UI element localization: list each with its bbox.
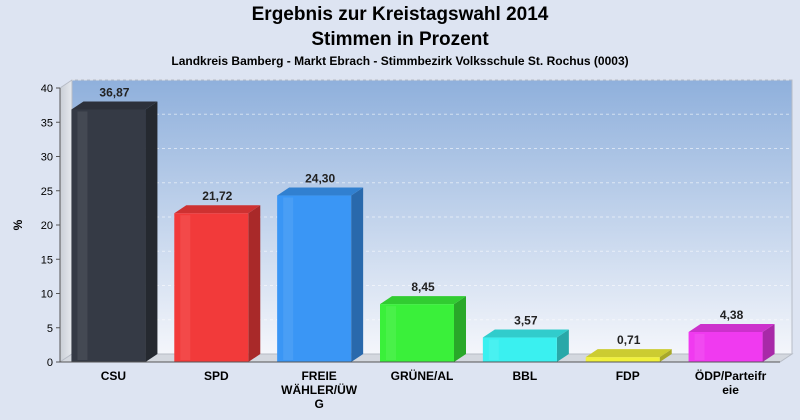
chart-title: Ergebnis zur Kreistagswahl 2014 <box>251 4 549 25</box>
x-tick-label: FREIE WÄHLER/ÜW G <box>281 369 358 411</box>
bar-freie-wähler-üwg <box>277 187 364 362</box>
bar-spd <box>174 205 261 362</box>
bar-highlight <box>694 333 705 360</box>
bar-top <box>277 187 364 196</box>
data-label: 36,87 <box>99 85 129 99</box>
bar-highlight <box>591 359 602 360</box>
y-tick-label: 5 <box>47 323 53 335</box>
bar-top <box>174 205 261 214</box>
y-tick-label: 25 <box>41 186 53 198</box>
bar-top <box>71 101 158 110</box>
x-tick-label-line: eie <box>722 383 739 397</box>
bar-top <box>482 329 569 338</box>
plot-side-wall <box>59 79 73 363</box>
bar-highlight <box>386 306 396 360</box>
data-label: 8,45 <box>411 280 435 294</box>
bar-csu <box>71 101 158 363</box>
x-tick-label-line: FREIE <box>301 369 336 383</box>
y-axis-label: % <box>11 219 25 230</box>
bar-highlight <box>488 339 499 360</box>
x-tick-label-line: WÄHLER/ÜW <box>281 382 358 397</box>
bar-side <box>556 329 569 362</box>
bars: 36,87 21,72 24,30 8,45 3,57 0,71 4,38 <box>71 85 775 363</box>
bar-front <box>585 357 660 362</box>
bar-grüne-al <box>380 296 466 362</box>
bar-front <box>482 337 557 362</box>
x-axis: CSU SPD FREIE WÄHLER/ÜW G GRÜNE/AL BBL FDP ÖDP/P… <box>60 361 780 411</box>
y-tick-label: 15 <box>41 254 53 266</box>
data-label: 4,38 <box>720 308 744 322</box>
bar-front <box>174 213 249 362</box>
x-tick-label-line: GRÜNE/AL <box>391 368 454 383</box>
bar-front <box>380 304 454 362</box>
chart-title-line2: Stimmen in Prozent <box>311 29 489 50</box>
chart-subtitle: Landkreis Bamberg - Markt Ebrach - Stimm… <box>171 54 629 68</box>
bar-highlight <box>77 111 88 361</box>
data-label: 0,71 <box>617 333 641 347</box>
x-tick-label-line: CSU <box>101 369 126 383</box>
bar-front <box>688 331 763 362</box>
data-label: 3,57 <box>514 314 538 328</box>
x-tick-label: FDP <box>616 369 640 383</box>
bar-side <box>659 349 672 362</box>
bar-highlight <box>180 215 191 360</box>
x-tick-label-line: ÖDP/Parteifr <box>695 368 767 383</box>
y-tick-label: 10 <box>41 289 53 301</box>
bar-side <box>454 296 466 362</box>
y-tick-label: 20 <box>41 220 53 232</box>
y-tick-label: 35 <box>41 117 53 129</box>
x-tick-label: ÖDP/Parteifr eie <box>695 368 767 397</box>
x-tick-label-line: FDP <box>616 369 640 383</box>
x-tick-label-line: SPD <box>204 369 229 383</box>
bar-top <box>688 323 775 332</box>
bar-side <box>248 205 261 362</box>
bar-ödp-parteifreie <box>688 323 775 362</box>
x-tick-label: CSU <box>101 369 126 383</box>
bar-side <box>351 187 364 362</box>
bar-bbl <box>482 329 569 362</box>
bar-side <box>762 323 775 362</box>
x-tick-label-line: BBL <box>513 369 538 383</box>
bar-front <box>71 109 146 363</box>
y-tick-label: 30 <box>41 152 53 164</box>
y-tick-label: 40 <box>41 83 53 95</box>
data-label: 24,30 <box>305 172 335 186</box>
bar-top <box>585 349 672 358</box>
bar-side <box>145 101 158 363</box>
bar-front <box>277 195 352 362</box>
bar-top <box>380 296 466 305</box>
bar-highlight <box>283 197 294 360</box>
bar-fdp <box>585 349 672 362</box>
x-tick-label: BBL <box>513 369 538 383</box>
x-tick-label-line: G <box>314 397 323 411</box>
x-tick-label: GRÜNE/AL <box>391 368 454 383</box>
data-label: 21,72 <box>202 189 232 203</box>
x-tick-label: SPD <box>204 369 229 383</box>
y-tick-label: 0 <box>47 357 53 369</box>
